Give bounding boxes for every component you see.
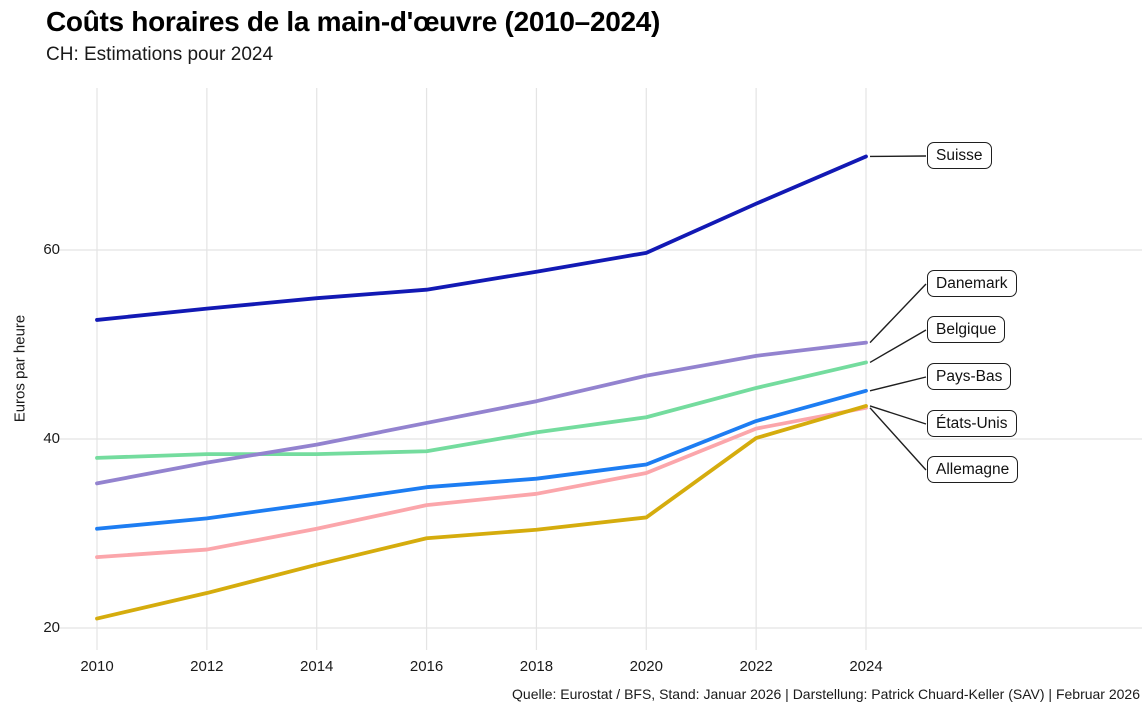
series-label-Suisse: Suisse bbox=[927, 142, 992, 169]
source-caption: Quelle: Eurostat / BFS, Stand: Januar 20… bbox=[512, 686, 1140, 702]
leader-line-Pays-Bas bbox=[869, 376, 927, 392]
y-tick-20: 20 bbox=[43, 619, 60, 636]
chart-title: Coûts horaires de la main-d'œuvre (2010–… bbox=[46, 6, 661, 37]
series-line-Danemark bbox=[95, 340, 868, 486]
x-tick-2020: 2020 bbox=[629, 658, 663, 675]
y-tick-40: 40 bbox=[43, 430, 60, 447]
leader-line-Allemagne bbox=[869, 407, 927, 471]
series-line-Pays-Bas bbox=[95, 388, 868, 531]
leader-line-États-Unis bbox=[869, 405, 927, 425]
x-tick-2016: 2016 bbox=[409, 658, 444, 675]
leader-line-Danemark bbox=[869, 283, 927, 344]
series-label-Belgique: Belgique bbox=[927, 316, 1006, 343]
series-label-Allemagne: Allemagne bbox=[927, 456, 1019, 483]
series-label-Pays-Bas: Pays-Bas bbox=[927, 363, 1012, 390]
series-line-Allemagne bbox=[95, 405, 868, 560]
x-tick-2012: 2012 bbox=[190, 658, 224, 675]
x-tick-2018: 2018 bbox=[519, 658, 554, 675]
leader-line-Belgique bbox=[869, 329, 927, 364]
series-label-États-Unis: États-Unis bbox=[927, 410, 1017, 437]
x-tick-2022: 2022 bbox=[739, 658, 773, 675]
y-tick-60: 60 bbox=[43, 241, 60, 258]
series-line-États-Unis bbox=[95, 404, 868, 621]
series-line-Suisse bbox=[95, 154, 868, 322]
x-tick-2024: 2024 bbox=[849, 658, 883, 675]
x-tick-2010: 2010 bbox=[80, 658, 114, 675]
chart-subtitle: CH: Estimations pour 2024 bbox=[46, 44, 274, 65]
series-line-Belgique bbox=[95, 360, 868, 460]
series-label-Danemark: Danemark bbox=[927, 270, 1017, 297]
x-tick-2014: 2014 bbox=[300, 658, 334, 675]
